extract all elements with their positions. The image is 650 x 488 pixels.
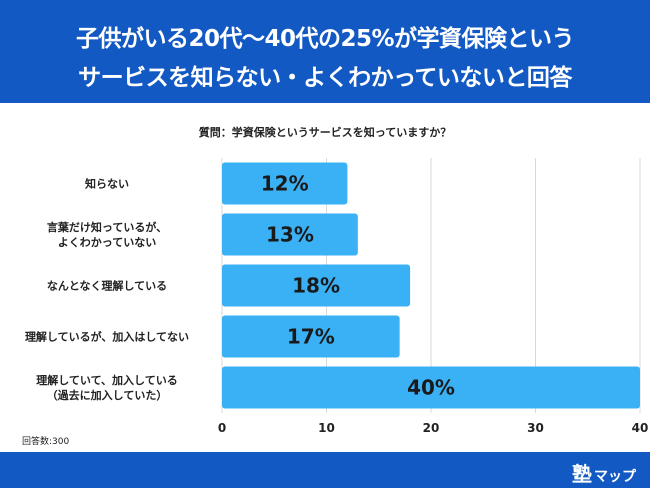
value-label-3: 17% xyxy=(287,325,335,349)
title-line-2: サービスを知らない・よくわかっていないと回答 xyxy=(78,65,572,91)
category-label-1-1: よくわかっていない xyxy=(58,236,156,249)
brand-logo: 塾マップ xyxy=(572,458,636,487)
bar-1 xyxy=(222,213,358,256)
category-label-1-0: 言葉だけ知っているが、 xyxy=(47,220,167,234)
value-label-4: 40% xyxy=(407,376,455,400)
brand-sub-text: マップ xyxy=(594,469,636,485)
category-label-0-0: 知らない xyxy=(84,177,129,191)
category-label-4-1: （過去に加入していた） xyxy=(47,388,168,402)
category-label-3-0: 理解しているが、加入はしてない xyxy=(25,330,189,344)
header-banner: 子供がいる20代〜40代の25%が学資保険という サービスを知らない・よくわかっ… xyxy=(0,0,650,103)
x-tick-label-1: 10 xyxy=(318,421,335,435)
value-label-0: 12% xyxy=(261,172,309,196)
bar-3 xyxy=(222,315,400,358)
category-label-2-0: なんとなく理解している xyxy=(47,279,167,293)
x-tick-label-2: 20 xyxy=(423,421,440,435)
title-line-1: 子供がいる20代〜40代の25%が学資保険という xyxy=(75,26,575,52)
value-label-2: 18% xyxy=(292,274,340,298)
response-count-note: 回答数:300 xyxy=(22,437,70,447)
question-text: 質問：学資保険というサービスを知っていますか？ xyxy=(198,126,452,139)
x-tick-label-0: 0 xyxy=(218,421,226,435)
x-tick-label-3: 30 xyxy=(527,421,544,435)
category-label-4-0: 理解していて、加入している xyxy=(36,373,177,387)
brand-main-text: 塾 xyxy=(572,462,592,486)
bar-2 xyxy=(222,264,411,307)
value-label-1: 13% xyxy=(266,223,314,247)
bar-chart: 12% 知らない 13% 言葉だけ知っているが、よくわかっていない 18% なんとなく理解… xyxy=(25,158,649,435)
bar-4 xyxy=(222,366,640,409)
footer-banner: 塾マップ xyxy=(0,452,650,488)
x-tick-label-4: 40 xyxy=(632,421,649,435)
bar-0 xyxy=(222,162,348,205)
